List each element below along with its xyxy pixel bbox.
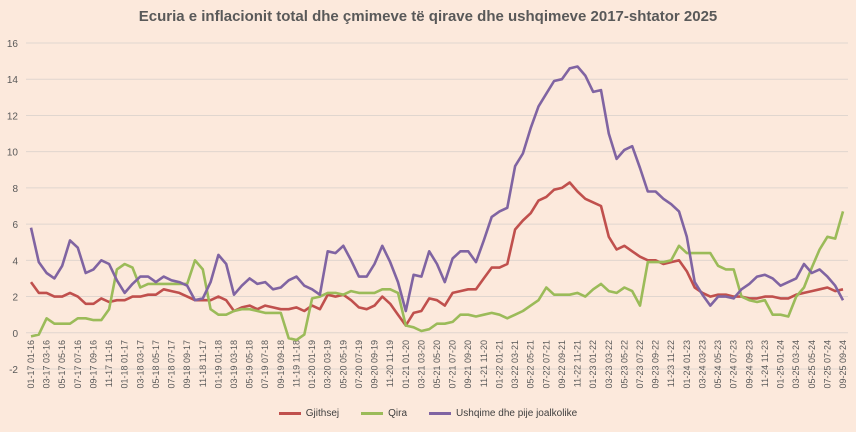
x-tick-label: 01-20 01-19 — [307, 340, 317, 389]
y-tick-label: -2 — [9, 365, 18, 376]
y-tick-label: 16 — [7, 39, 19, 50]
x-tick-label: 07-19 07-18 — [260, 340, 270, 389]
y-tick-label: 8 — [12, 184, 18, 195]
legend-item: Qira — [361, 408, 407, 419]
x-tick-label: 05-21 05-20 — [432, 340, 442, 389]
legend-label: Qira — [388, 408, 408, 419]
series-line-qira — [30, 211, 845, 342]
y-tick-label: 0 — [12, 329, 18, 340]
x-tick-label: 05-23 05-22 — [619, 340, 629, 389]
x-tick-label: 03-21 03-20 — [416, 340, 426, 389]
x-tick-label: 01-18 01-17 — [120, 340, 130, 389]
x-tick-label: 03-24 03-23 — [697, 340, 707, 389]
x-tick-label: 07-18 07-17 — [167, 340, 177, 389]
x-tick-label: 11-21 11-20 — [479, 340, 489, 387]
x-tick-label: 09-18 09-17 — [182, 340, 192, 389]
x-tick-label: 01-24 01-23 — [682, 340, 692, 389]
x-tick-label: 03-19 03-18 — [229, 340, 239, 389]
x-tick-label: 01-17 01-16 — [26, 340, 36, 389]
x-tick-label: 03-18 03-17 — [135, 340, 145, 389]
x-tick-label: 01-19 01-18 — [213, 340, 223, 389]
x-tick-label: 09-23 09-22 — [651, 340, 661, 389]
x-tick-label: 05-17 05-16 — [57, 340, 67, 389]
x-tick-label: 01-21 01-20 — [401, 340, 411, 389]
legend-item: Gjithsej — [278, 408, 340, 419]
x-tick-label: 07-17 07-16 — [73, 340, 83, 389]
x-tick-label: 05-25 05-24 — [807, 340, 817, 389]
x-tick-label: 09-21 09-20 — [463, 340, 473, 389]
y-tick-label: 2 — [12, 293, 18, 304]
y-tick-label: 6 — [12, 220, 18, 231]
x-tick-label: 09-19 09-18 — [276, 340, 286, 389]
legend-swatch — [361, 412, 384, 415]
x-tick-label: 07-25 07-24 — [822, 340, 832, 389]
x-tick-label: 05-19 05-18 — [245, 340, 255, 389]
x-tick-label: 01-25 01-24 — [776, 340, 786, 389]
x-tick-label: 03-22 03-21 — [510, 340, 520, 389]
legend-item: Ushqime dhe pije joalkolike — [429, 408, 577, 419]
y-tick-label: 14 — [7, 75, 19, 86]
x-tick-label: 09-17 09-16 — [88, 340, 98, 389]
x-tick-label: 05-20 05-19 — [338, 340, 348, 389]
x-tick-label: 09-24 09-23 — [744, 340, 754, 389]
y-tick-label: 4 — [12, 256, 18, 267]
x-tick-label: 07-20 07-19 — [354, 340, 364, 389]
x-tick-label: 07-22 07-21 — [541, 340, 551, 389]
series-line-gjithsej — [29, 181, 844, 327]
x-tick-label: 11-18 11-17 — [198, 340, 208, 387]
chart-title: Ecuria e inflacionit total dhe çmimeve t… — [138, 8, 718, 25]
x-tick-label: 11-23 11-22 — [666, 340, 676, 387]
legend: Gjithsej Qira Ushqime dhe pije joalkolike — [0, 408, 856, 419]
legend-label: Gjithsej — [305, 408, 340, 419]
x-tick-label: 07-23 07-22 — [635, 340, 645, 389]
x-tick-label: 11-19 11-18 — [291, 340, 301, 387]
x-tick-label: 01-23 01-22 — [588, 340, 598, 389]
x-tick-label: 05-18 05-17 — [151, 340, 161, 389]
legend-label: Ushqime dhe pije joalkolike — [456, 408, 578, 419]
x-tick-label: 11-22 11-21 — [573, 340, 583, 387]
x-tick-label: 05-24 05-23 — [713, 340, 723, 389]
x-tick-label: 03-23 03-22 — [604, 340, 614, 389]
x-tick-label: 03-17 03-16 — [42, 340, 52, 389]
series-line-ushqime-dhe-pije-joalkolike — [29, 65, 845, 313]
x-tick-label: 03-25 03-24 — [791, 340, 801, 389]
x-tick-label: 05-22 05-21 — [526, 340, 536, 389]
x-tick-label: 09-20 09-19 — [370, 340, 380, 389]
y-tick-label: 10 — [7, 148, 19, 159]
x-tick-label: 11-24 11-23 — [760, 340, 770, 387]
x-tick-label: 01-22 01-21 — [494, 340, 504, 389]
legend-swatch — [278, 412, 301, 415]
x-tick-label: 03-20 03-19 — [323, 340, 333, 389]
x-tick-label: 09-22 09-21 — [557, 340, 567, 389]
x-tick-label: 11-17 11-16 — [104, 340, 114, 387]
legend-swatch — [429, 412, 452, 415]
x-tick-label: 07-21 07-20 — [448, 340, 458, 389]
x-tick-label: 09-25 09-24 — [838, 340, 848, 389]
x-tick-label: 11-20 11-19 — [385, 340, 395, 387]
x-tick-label: 07-24 07-23 — [729, 340, 739, 389]
y-tick-label: 12 — [7, 111, 19, 122]
